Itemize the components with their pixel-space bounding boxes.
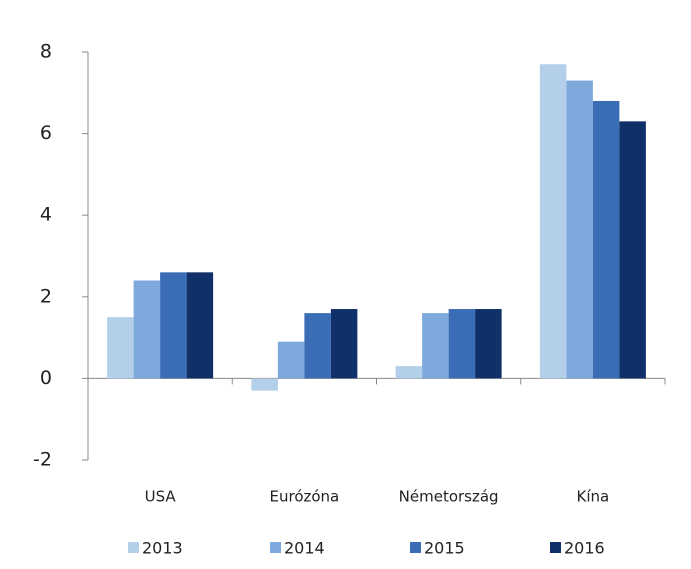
bar bbox=[448, 309, 476, 379]
legend-label: 2013 bbox=[142, 539, 183, 558]
bar bbox=[251, 378, 278, 391]
y-tick-label: 2 bbox=[40, 285, 52, 307]
x-tick-label: USA bbox=[145, 488, 177, 506]
y-tick-label: 0 bbox=[40, 367, 52, 389]
x-tick-label: Eurózóna bbox=[270, 488, 340, 506]
bar bbox=[475, 309, 502, 379]
bar bbox=[186, 272, 214, 379]
bar bbox=[619, 121, 646, 379]
bar bbox=[107, 317, 134, 379]
y-tick-label: 4 bbox=[40, 204, 52, 226]
legend-swatch bbox=[270, 542, 281, 553]
bar bbox=[566, 80, 593, 379]
legend-swatch bbox=[410, 542, 421, 553]
bar bbox=[133, 280, 161, 379]
bar bbox=[330, 309, 358, 379]
bar bbox=[304, 313, 331, 379]
bar bbox=[592, 100, 620, 379]
x-tick-label: Kína bbox=[577, 488, 610, 506]
y-tick-label: 8 bbox=[40, 41, 52, 63]
legend-label: 2015 bbox=[424, 539, 465, 558]
y-tick-label: 6 bbox=[40, 122, 52, 144]
legend-swatch bbox=[128, 542, 139, 553]
legend-label: 2016 bbox=[564, 539, 605, 558]
bar bbox=[277, 341, 305, 379]
legend-label: 2014 bbox=[284, 539, 325, 558]
bar bbox=[395, 366, 423, 379]
bar bbox=[422, 313, 449, 379]
x-tick-label: Németország bbox=[399, 488, 499, 506]
bar bbox=[539, 64, 567, 379]
legend-swatch bbox=[550, 542, 561, 553]
bar bbox=[160, 272, 187, 379]
y-tick-label: -2 bbox=[33, 449, 52, 471]
